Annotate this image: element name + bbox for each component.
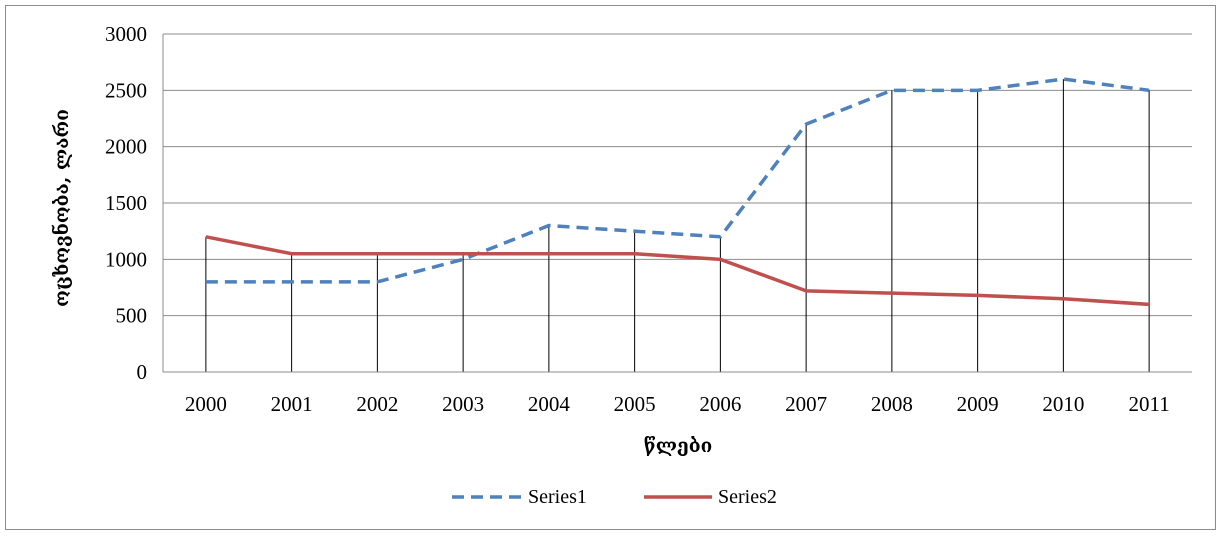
x-tick-label: 2006 — [699, 392, 741, 416]
x-axis-title: წლები — [644, 435, 712, 457]
x-tick-label: 2008 — [871, 392, 913, 416]
x-tick-label: 2003 — [442, 392, 484, 416]
legend-label-series1: Series1 — [528, 486, 587, 508]
x-tick-label: 2004 — [528, 392, 571, 416]
chart-frame: 0 500 1000 1500 2000 2500 3000 2000 2001 2002 200… — [5, 5, 1216, 530]
y-tick-label: 2000 — [105, 135, 147, 159]
y-tick-label: 2500 — [105, 78, 147, 102]
series-line-series1 — [205, 77, 1150, 284]
x-tick-label: 2005 — [614, 392, 656, 416]
y-tick-label: 1000 — [105, 247, 147, 271]
x-tick-label: 2000 — [185, 392, 227, 416]
y-tick-label: 500 — [116, 304, 148, 328]
y-tick-label: 1500 — [105, 191, 147, 215]
x-tick-label: 2007 — [785, 392, 827, 416]
x-tick-label: 2010 — [1042, 392, 1084, 416]
y-tick-label: 3000 — [105, 22, 147, 46]
series-lines — [205, 77, 1150, 307]
y-tick-labels: 0 500 1000 1500 2000 2500 3000 — [105, 22, 147, 384]
legend: Series1 Series2 — [452, 486, 777, 508]
gridlines — [163, 33, 1192, 317]
x-tick-labels: 2000 2001 2002 2003 2004 2005 2006 2007 2008 2009… — [185, 392, 1170, 416]
y-axis-title: ოცხოვნობა, ლარი — [50, 109, 73, 307]
drop-lines — [205, 79, 1150, 372]
axes — [162, 34, 1192, 373]
x-tick-label: 2009 — [957, 392, 999, 416]
y-tick-label: 0 — [137, 360, 148, 384]
series-line-series2 — [205, 235, 1150, 307]
legend-label-series2: Series2 — [718, 486, 777, 508]
x-tick-label: 2002 — [356, 392, 398, 416]
x-tick-label: 2011 — [1129, 392, 1170, 416]
x-tick-label: 2001 — [271, 392, 313, 416]
